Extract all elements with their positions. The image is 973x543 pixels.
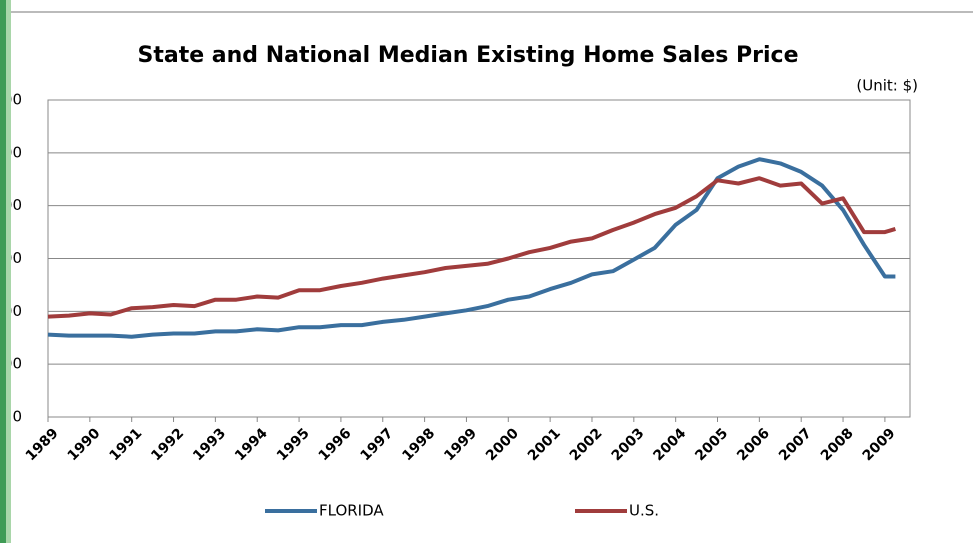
legend-label: FLORIDA	[319, 502, 384, 520]
unit-label: (Unit: $)	[856, 77, 918, 95]
chart-title: State and National Median Existing Home …	[137, 43, 798, 68]
legend-label: U.S.	[629, 502, 659, 520]
series-line	[47, 176, 896, 319]
series-line	[47, 157, 896, 339]
y-tick-label: 0	[12, 408, 22, 426]
left-stripe	[0, 0, 6, 543]
left-stripe-light	[6, 0, 11, 543]
